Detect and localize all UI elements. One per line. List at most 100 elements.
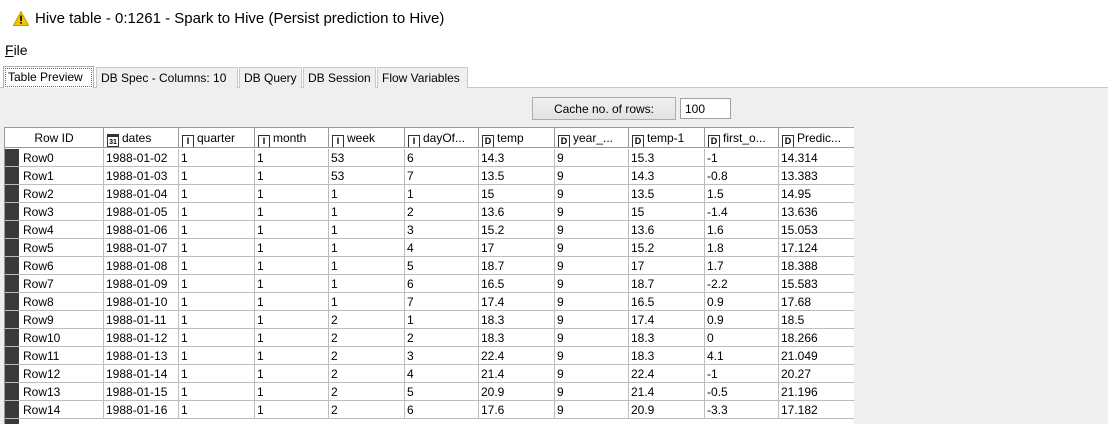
- table-cell[interactable]: 2: [405, 329, 479, 347]
- row-id-cell[interactable]: Row5: [5, 239, 104, 257]
- table-cell[interactable]: 1: [405, 185, 479, 203]
- table-cell[interactable]: 1988-01-10: [104, 293, 179, 311]
- table-cell[interactable]: -3.3: [705, 401, 779, 419]
- table-cell[interactable]: 1: [329, 293, 405, 311]
- table-cell[interactable]: 4: [405, 365, 479, 383]
- table-cell[interactable]: 1: [255, 167, 329, 185]
- table-cell[interactable]: -2.2: [705, 275, 779, 293]
- row-id-cell[interactable]: Row2: [5, 185, 104, 203]
- table-cell[interactable]: 14.3: [479, 149, 555, 167]
- table-cell[interactable]: 15.2: [479, 221, 555, 239]
- table-cell[interactable]: 1: [179, 275, 255, 293]
- table-cell[interactable]: 15: [479, 185, 555, 203]
- table-cell[interactable]: 9: [555, 275, 629, 293]
- table-cell[interactable]: 1: [179, 329, 255, 347]
- table-cell[interactable]: 1: [179, 383, 255, 401]
- table-cell[interactable]: 17.6: [479, 401, 555, 419]
- table-cell[interactable]: 1: [179, 167, 255, 185]
- table-cell[interactable]: 17.182: [779, 401, 854, 419]
- table-cell[interactable]: 2: [329, 383, 405, 401]
- table-cell[interactable]: 13.5: [629, 185, 705, 203]
- table-cell[interactable]: 14.314: [779, 149, 854, 167]
- table-cell[interactable]: 1: [329, 239, 405, 257]
- table-cell[interactable]: 1: [255, 293, 329, 311]
- table-cell[interactable]: 9: [555, 347, 629, 365]
- table-cell[interactable]: 1: [179, 149, 255, 167]
- table-cell[interactable]: 1: [255, 221, 329, 239]
- table-cell[interactable]: 15: [629, 203, 705, 221]
- table-cell[interactable]: 17.124: [779, 239, 854, 257]
- table-cell[interactable]: 0.9: [705, 311, 779, 329]
- column-header[interactable]: 31 dates: [104, 128, 179, 148]
- table-cell[interactable]: 20.27: [779, 365, 854, 383]
- table-cell[interactable]: -0.8: [705, 167, 779, 185]
- table-cell[interactable]: 1988-01-13: [104, 347, 179, 365]
- table-cell[interactable]: 16.5: [479, 275, 555, 293]
- table-cell[interactable]: 1988-01-03: [104, 167, 179, 185]
- row-id-cell[interactable]: Row7: [5, 275, 104, 293]
- table-cell[interactable]: 1: [255, 383, 329, 401]
- table-cell[interactable]: 13.6: [479, 203, 555, 221]
- table-cell[interactable]: 18.5: [779, 311, 854, 329]
- tab-db-query[interactable]: DB Query: [239, 67, 302, 88]
- table-cell[interactable]: 1: [179, 185, 255, 203]
- row-id-cell[interactable]: Row13: [5, 383, 104, 401]
- table-cell[interactable]: 1: [179, 347, 255, 365]
- table-cell[interactable]: 1988-01-07: [104, 239, 179, 257]
- table-cell[interactable]: 17.4: [629, 311, 705, 329]
- table-cell[interactable]: 1988-01-08: [104, 257, 179, 275]
- row-id-cell[interactable]: Row11: [5, 347, 104, 365]
- table-cell[interactable]: 17: [479, 239, 555, 257]
- table-cell[interactable]: 5: [405, 383, 479, 401]
- table-cell[interactable]: 21.049: [779, 347, 854, 365]
- table-cell[interactable]: -1.4: [705, 203, 779, 221]
- table-cell[interactable]: 2: [329, 401, 405, 419]
- table-cell[interactable]: 20.9: [479, 383, 555, 401]
- table-cell[interactable]: -1: [705, 149, 779, 167]
- table-cell[interactable]: 1988-01-02: [104, 149, 179, 167]
- table-cell[interactable]: 9: [555, 149, 629, 167]
- table-cell[interactable]: 1: [255, 275, 329, 293]
- row-id-cell[interactable]: Row6: [5, 257, 104, 275]
- table-cell[interactable]: 18.7: [479, 257, 555, 275]
- table-cell[interactable]: 1988-01-06: [104, 221, 179, 239]
- row-id-cell[interactable]: Row4: [5, 221, 104, 239]
- table-cell[interactable]: 18.388: [779, 257, 854, 275]
- table-cell[interactable]: 5: [405, 257, 479, 275]
- row-id-cell[interactable]: Row12: [5, 365, 104, 383]
- table-cell[interactable]: 1988-01-14: [104, 365, 179, 383]
- table-cell[interactable]: 1988-01-11: [104, 311, 179, 329]
- table-cell[interactable]: 1: [329, 221, 405, 239]
- table-cell[interactable]: 18.266: [779, 329, 854, 347]
- table-cell[interactable]: 9: [555, 167, 629, 185]
- menu-file[interactable]: File: [5, 42, 28, 58]
- column-header[interactable]: D Predic...: [779, 128, 854, 148]
- table-cell[interactable]: 1: [255, 401, 329, 419]
- table-cell[interactable]: 18.7: [629, 275, 705, 293]
- table-cell[interactable]: 1.7: [705, 257, 779, 275]
- table-cell[interactable]: 1: [329, 203, 405, 221]
- table-cell[interactable]: 1: [329, 257, 405, 275]
- table-cell[interactable]: 1: [255, 185, 329, 203]
- table-cell[interactable]: 0: [705, 329, 779, 347]
- tab-db-spec[interactable]: DB Spec - Columns: 10: [96, 67, 238, 88]
- table-cell[interactable]: 9: [555, 293, 629, 311]
- table-cell[interactable]: 22.4: [479, 347, 555, 365]
- table-cell[interactable]: 13.6: [629, 221, 705, 239]
- table-cell[interactable]: 17.4: [479, 293, 555, 311]
- table-cell[interactable]: 1: [179, 401, 255, 419]
- table-cell[interactable]: 15.583: [779, 275, 854, 293]
- table-cell[interactable]: 0.9: [705, 293, 779, 311]
- table-cell[interactable]: 1: [329, 275, 405, 293]
- table-cell[interactable]: 17.68: [779, 293, 854, 311]
- table-cell[interactable]: 16.5: [629, 293, 705, 311]
- table-cell[interactable]: 1: [255, 239, 329, 257]
- table-cell[interactable]: 6: [405, 275, 479, 293]
